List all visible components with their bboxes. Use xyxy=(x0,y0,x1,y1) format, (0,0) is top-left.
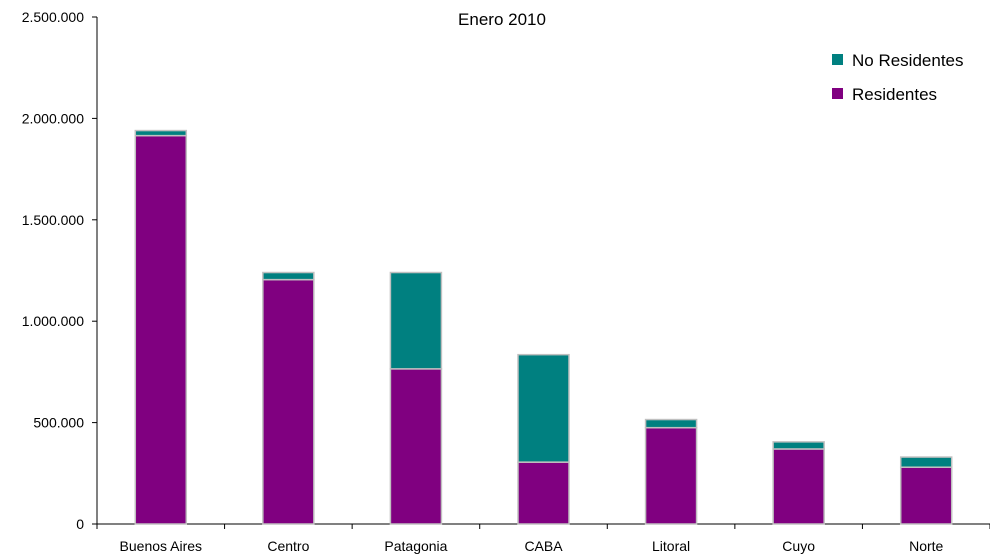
bar-residentes-litoral xyxy=(644,426,698,525)
bars xyxy=(134,129,953,525)
x-axis-labels: Buenos Aires Centro Patagonia CABA Litoral Cu… xyxy=(120,538,944,554)
bar-no-residentes-patagonia xyxy=(389,271,443,370)
y-tick-label: 1.000.000 xyxy=(22,313,84,329)
legend-swatch xyxy=(832,88,843,99)
bar-no-residentes-norte xyxy=(899,456,953,468)
bar-residentes-cuyo xyxy=(772,448,825,525)
x-tick-label: Cuyo xyxy=(782,538,815,554)
chart-title: Enero 2010 xyxy=(458,10,546,29)
y-tick-label: 500.000 xyxy=(33,415,84,431)
legend: No Residentes Residentes xyxy=(832,51,964,104)
bar-no-residentes-centro xyxy=(262,271,315,281)
legend-label: Residentes xyxy=(852,85,937,104)
x-tick-label: Centro xyxy=(267,538,309,554)
y-tick-label: 2.000.000 xyxy=(22,110,84,126)
legend-swatch xyxy=(832,54,843,65)
x-tick-label: Norte xyxy=(909,538,943,554)
y-axis-labels: 0 500.000 1.000.000 1.500.000 2.000.000 2.500… xyxy=(22,9,85,532)
x-tick-label: Litoral xyxy=(652,538,690,554)
y-tick-label: 0 xyxy=(76,516,84,532)
bar-no-residentes-buenos-aires xyxy=(134,129,188,137)
bar-no-residentes-litoral xyxy=(644,418,698,429)
legend-label: No Residentes xyxy=(852,51,964,70)
x-tick-label: CABA xyxy=(524,538,563,554)
x-tick-label: Buenos Aires xyxy=(120,538,203,554)
y-tick-label: 2.500.000 xyxy=(22,9,84,25)
x-tick-label: Patagonia xyxy=(384,538,447,554)
bar-residentes-norte xyxy=(899,466,953,525)
bar-residentes-centro xyxy=(262,278,315,525)
y-tick-label: 1.500.000 xyxy=(22,212,84,228)
bar-no-residentes-cuyo xyxy=(772,441,825,450)
bar-residentes-caba xyxy=(517,461,570,525)
bar-residentes-patagonia xyxy=(389,368,443,525)
bar-residentes-buenos-aires xyxy=(134,134,188,525)
bar-no-residentes-caba xyxy=(517,353,570,463)
